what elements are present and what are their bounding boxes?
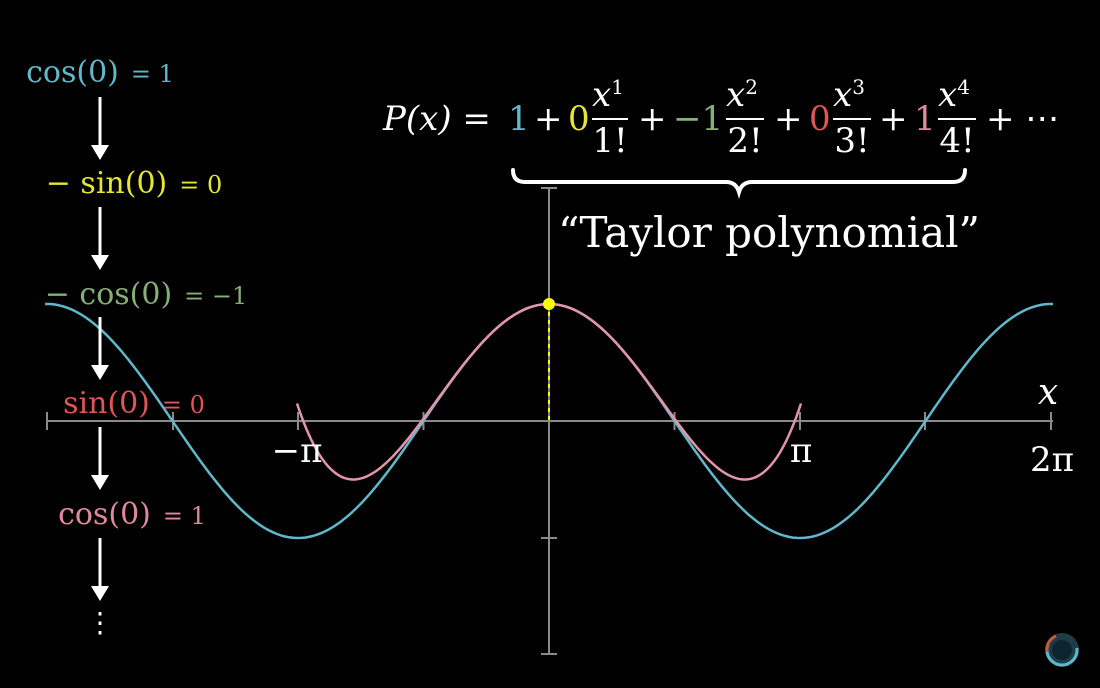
down-arrow-icon (91, 207, 109, 270)
axes (46, 187, 1053, 655)
underbrace (511, 168, 967, 199)
plus-3: + (774, 99, 803, 139)
evaluation-point (543, 298, 555, 310)
formula-tail: + ⋯ (986, 99, 1059, 139)
term4-num: x4 (938, 75, 970, 115)
tick-label-2pi: 2π (1030, 440, 1074, 480)
x-axis-label: x (1038, 372, 1058, 413)
coef-4: 1 (914, 99, 936, 139)
tick-label-pi: π (790, 431, 812, 471)
term1-num: x1 (592, 75, 624, 115)
term2-num: x2 (726, 75, 758, 115)
coef-0: 1 (508, 99, 530, 139)
axis-ticks (46, 187, 1052, 655)
coef-1: 0 (568, 99, 590, 139)
taylor-formula: P(x) = 1 + 0 x1 1! + −1 x2 2! + 0 x3 3! … (382, 75, 1059, 161)
down-arrow-icon (91, 427, 109, 490)
derivative-1: − sin(0) = 0 (46, 166, 223, 201)
coef-3: 0 (809, 99, 831, 139)
formula-lhs: P(x) = (382, 99, 491, 139)
term2-den: 2! (727, 121, 762, 161)
taylor-annotation: “Taylor polynomial” (558, 208, 980, 257)
derivative-3: sin(0) = 0 (63, 386, 205, 421)
term3-den: 3! (834, 121, 869, 161)
pi-creature-logo-icon (1045, 633, 1079, 667)
derivative-arrows (91, 97, 109, 601)
term4-den: 4! (939, 121, 974, 161)
down-arrow-icon (91, 97, 109, 160)
term1-den: 1! (592, 121, 627, 161)
tick-label-neg-pi: −π (272, 431, 323, 471)
coef-2: −1 (673, 99, 723, 139)
term3-num: x3 (833, 75, 865, 115)
derivative-4: cos(0) = 1 (58, 497, 206, 532)
derivative-list: cos(0) = 1 − sin(0) = 0 − cos(0) = −1 sin(0… (26, 55, 247, 639)
plus-2: + (638, 99, 667, 139)
plus-1: + (534, 99, 563, 139)
derivative-2: − cos(0) = −1 (45, 277, 248, 312)
plus-4: + (879, 99, 908, 139)
down-arrow-icon (91, 317, 109, 380)
derivative-0: cos(0) = 1 (26, 55, 174, 90)
ellipsis: ⋮ (86, 606, 114, 639)
down-arrow-icon (91, 538, 109, 601)
